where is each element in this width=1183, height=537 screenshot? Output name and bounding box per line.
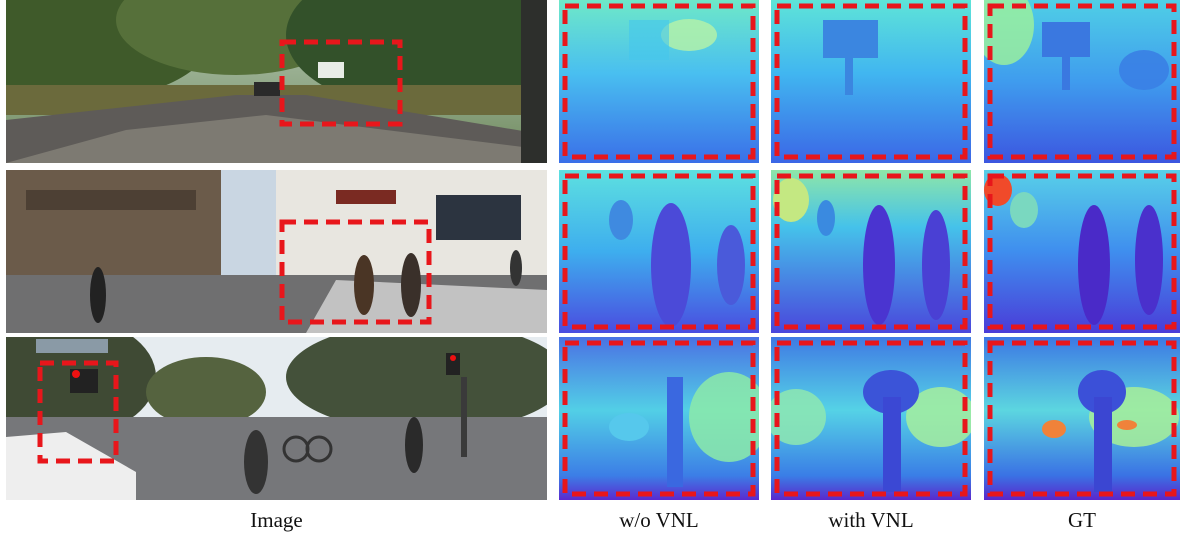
row2-image-highlight-box [279, 219, 432, 325]
row3-image-highlight-box [37, 360, 119, 464]
row1-depth-with-vnl [771, 0, 971, 163]
caption-gt: GT [1068, 508, 1096, 532]
row3-depth-with-vnl [771, 337, 971, 500]
caption-with-vnl: with VNL [828, 508, 914, 532]
row2-input-image [6, 170, 547, 333]
row3-depth-without-vnl [559, 337, 759, 500]
caption-image: Image [250, 508, 303, 532]
row1-depth-without-vnl [559, 0, 759, 163]
row1-depth-ground-truth [984, 0, 1180, 163]
row1-input-image [6, 0, 547, 163]
row2-depth-ground-truth [984, 170, 1180, 333]
row2-depth-with-vnl [771, 170, 971, 333]
row3-input-image [6, 337, 547, 500]
row3-depth-ground-truth [984, 337, 1180, 500]
caption-without-vnl: w/o VNL [619, 508, 699, 532]
row1-image-highlight-box [279, 39, 403, 127]
row2-depth-without-vnl [559, 170, 759, 333]
